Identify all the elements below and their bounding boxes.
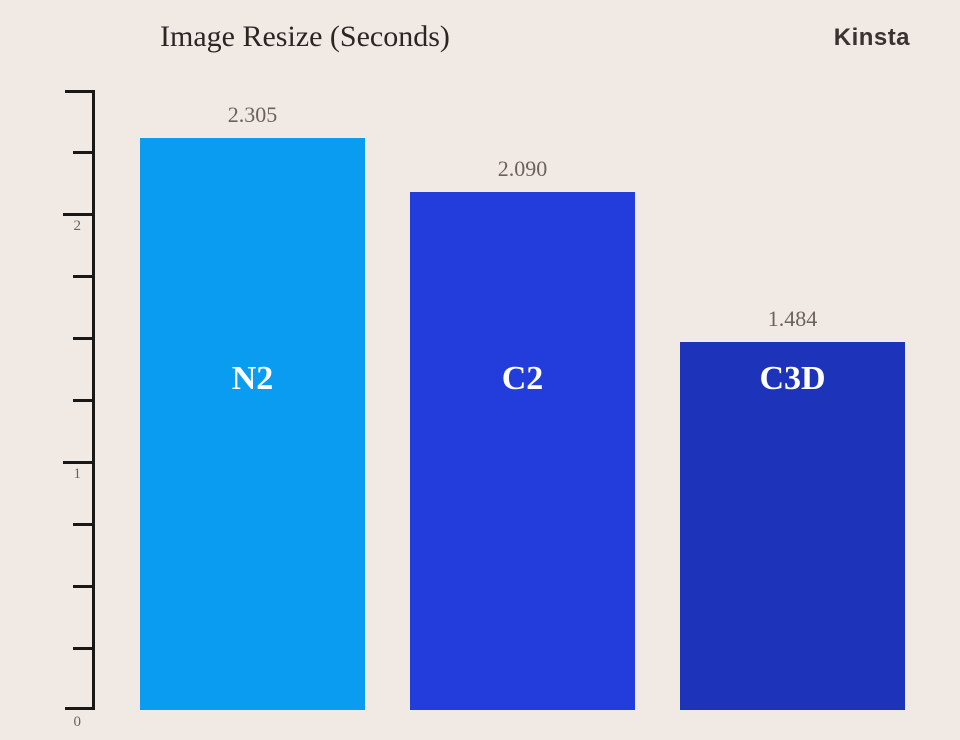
bar-value-label: 2.090 <box>410 156 635 182</box>
bar-group: N2 2.305 C2 2.090 C3D 1.484 <box>95 90 915 710</box>
bar-label: C3D <box>680 360 905 398</box>
y-tick-minor <box>73 585 95 588</box>
y-tick-label: 2 <box>51 218 81 235</box>
bar-value-label: 1.484 <box>680 306 905 332</box>
y-axis-cap-bottom <box>65 707 95 710</box>
y-tick-major <box>63 213 95 216</box>
y-tick-minor <box>73 523 95 526</box>
y-axis-cap-top <box>65 90 95 93</box>
y-tick-label: 1 <box>51 466 81 483</box>
bar-label: C2 <box>410 360 635 398</box>
bar <box>140 138 365 710</box>
chart-title: Image Resize (Seconds) <box>160 20 450 54</box>
y-tick-minor <box>73 337 95 340</box>
y-tick-major <box>63 461 95 464</box>
bar-value-label: 2.305 <box>140 102 365 128</box>
bar <box>410 192 635 710</box>
y-tick-minor <box>73 399 95 402</box>
y-tick-minor <box>73 151 95 154</box>
bar-label: N2 <box>140 360 365 398</box>
y-axis: 012 <box>45 90 95 710</box>
chart-canvas: Image Resize (Seconds) Kinsta 0 1 2 N2 2.30… <box>0 0 960 740</box>
y-tick-minor <box>73 275 95 278</box>
y-tick-label: 0 <box>51 714 81 731</box>
y-tick-minor <box>73 647 95 650</box>
brand-logo: Kinsta <box>834 24 910 52</box>
